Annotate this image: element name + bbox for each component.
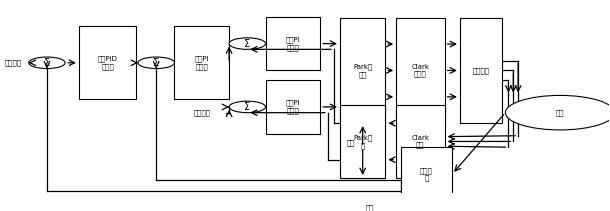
Text: Clark
变换: Clark 变换 (411, 135, 429, 148)
Circle shape (138, 57, 174, 69)
Text: 转矩PI
控制器: 转矩PI 控制器 (285, 37, 300, 51)
Text: Σ: Σ (153, 58, 159, 68)
Bar (340, 105, 386, 178)
Bar (340, 18, 386, 123)
Text: 给定磁链: 给定磁链 (193, 109, 210, 116)
Text: Σ: Σ (244, 39, 250, 49)
Text: 磁链PI
控制器: 磁链PI 控制器 (285, 100, 300, 114)
Circle shape (29, 57, 65, 69)
Bar (396, 18, 445, 123)
Text: 电机: 电机 (556, 109, 564, 116)
Text: Park逆
变换: Park逆 变换 (353, 63, 372, 78)
Text: 位置PID
控制器: 位置PID 控制器 (98, 56, 118, 70)
Bar (265, 17, 320, 70)
Bar (401, 147, 452, 201)
Text: 角度: 角度 (346, 140, 355, 146)
Bar (174, 26, 229, 99)
Text: 磁编码
器: 磁编码 器 (420, 167, 433, 181)
Text: 给定位置: 给定位置 (4, 60, 21, 66)
Circle shape (229, 101, 265, 113)
Text: Park变
换: Park变 换 (353, 134, 372, 149)
Text: Clark
逆变换: Clark 逆变换 (411, 64, 429, 77)
Circle shape (229, 38, 265, 49)
Text: 速度: 速度 (366, 205, 375, 211)
Text: Σ: Σ (244, 102, 250, 112)
Bar (79, 26, 137, 99)
Bar (396, 105, 445, 178)
Text: 速度PI
控制器: 速度PI 控制器 (195, 56, 209, 70)
Text: Σ: Σ (44, 58, 50, 68)
Bar (460, 18, 503, 123)
Circle shape (505, 95, 610, 130)
Text: 三相电桥: 三相电桥 (473, 67, 490, 74)
Bar (265, 80, 320, 134)
